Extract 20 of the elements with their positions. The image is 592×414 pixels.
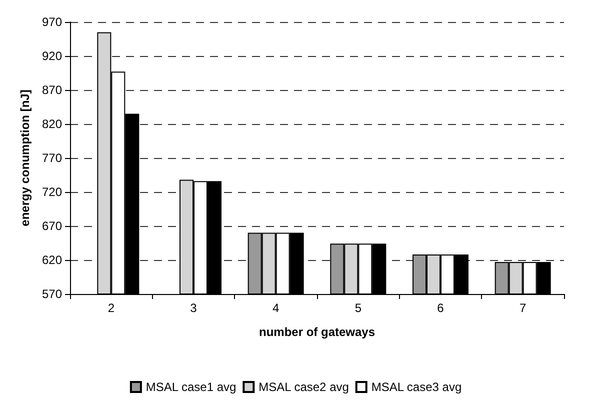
y-tick-label: 570 — [42, 287, 62, 301]
y-tick-label: 820 — [42, 117, 62, 131]
legend-label: MSAL case1 avg — [146, 380, 236, 394]
y-tick-label: 770 — [42, 151, 62, 165]
x-tick-label: 7 — [519, 301, 526, 315]
y-tick-label: 670 — [42, 219, 62, 233]
x-axis-title: number of gateways — [258, 325, 376, 339]
y-tick-label: 720 — [42, 185, 62, 199]
x-tick-label: 4 — [272, 301, 280, 315]
y-tick-label: 970 — [42, 15, 62, 29]
y-tick-label: 870 — [42, 83, 62, 97]
y-axis-title: energy conumption [nJ] — [18, 90, 32, 226]
legend-label: MSAL case3 avg — [371, 380, 462, 394]
y-tick-label: 920 — [42, 49, 62, 63]
x-tick-label: 3 — [190, 301, 198, 315]
x-tick-label: 6 — [437, 301, 444, 315]
legend-label: MSAL case2 avg — [258, 380, 349, 394]
x-tick-label: 2 — [108, 301, 115, 315]
y-tick-label: 620 — [42, 253, 62, 267]
x-tick-label: 5 — [354, 301, 362, 315]
